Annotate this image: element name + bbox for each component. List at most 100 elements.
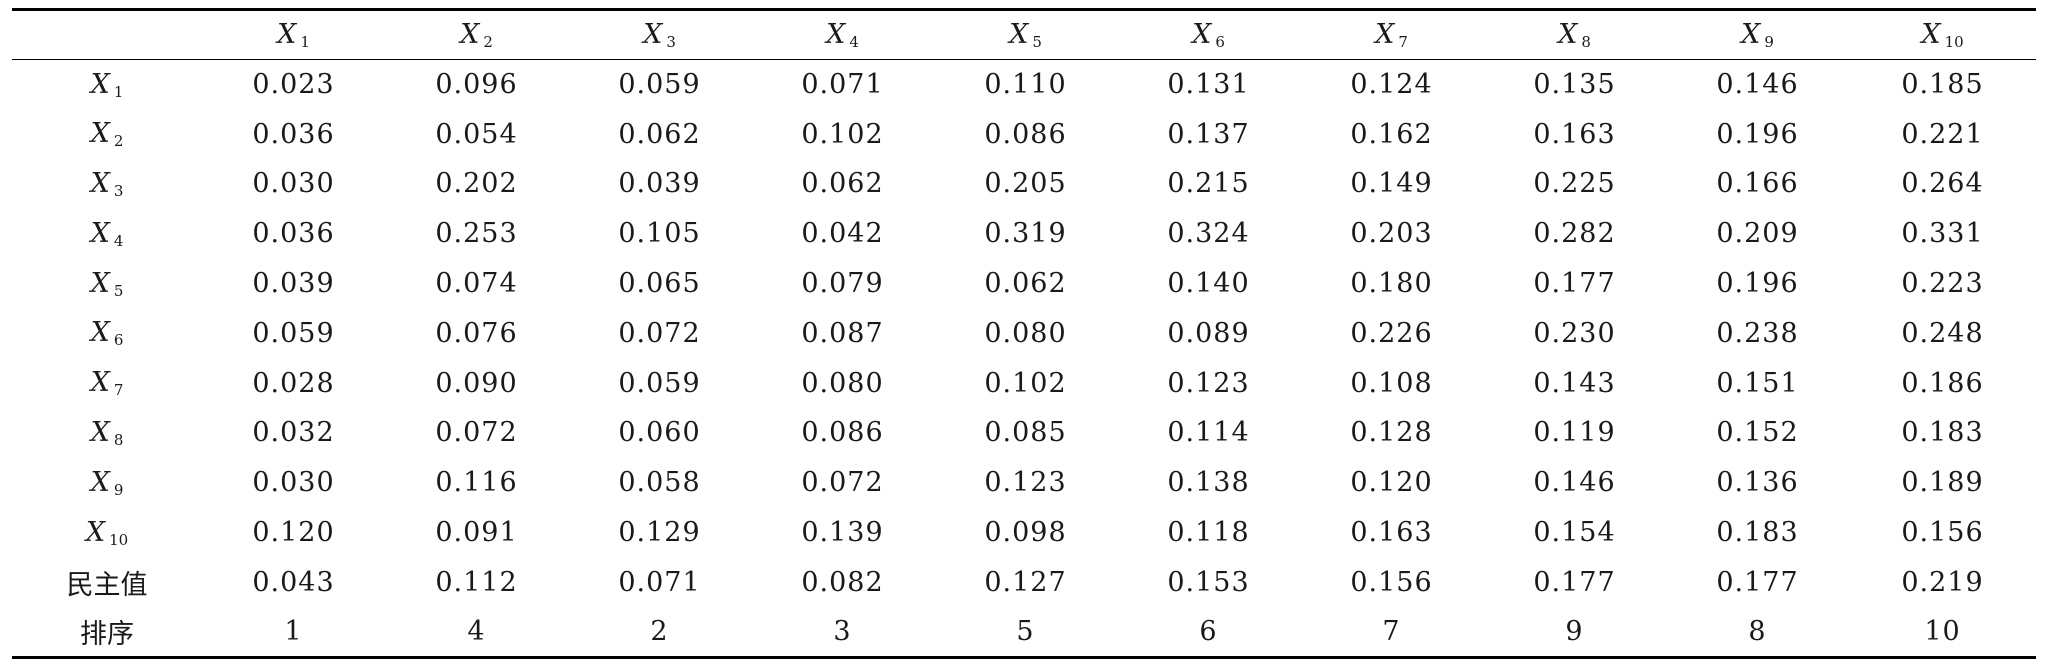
- table-cell: 0.139: [801, 517, 884, 549]
- table-cell: 0.036: [252, 118, 335, 150]
- table-cell: 0.062: [618, 118, 701, 150]
- table-cell: 0.072: [801, 467, 884, 499]
- table-cell: 3: [833, 615, 852, 647]
- table-cell: 0.162: [1350, 118, 1433, 150]
- table-cell: 0.085: [984, 417, 1067, 449]
- table-cell: 0.023: [252, 69, 335, 101]
- table-cell: 0.324: [1167, 218, 1250, 250]
- table-cell: 0.123: [984, 467, 1067, 499]
- table-cell: 0.156: [1350, 566, 1433, 598]
- table-cell: 0.154: [1533, 517, 1616, 549]
- variable-symbol: X: [90, 68, 110, 100]
- table-cell: 0.319: [984, 218, 1067, 250]
- table-cell: 0.072: [618, 317, 701, 349]
- table-cell: 0.127: [984, 566, 1067, 598]
- table-cell: 0.090: [435, 367, 518, 399]
- table-cell: 0.065: [618, 268, 701, 300]
- table-cell: 0.054: [435, 118, 518, 150]
- variable-symbol: X: [85, 516, 106, 548]
- table-cell: 2: [650, 615, 669, 647]
- variable-symbol: X: [90, 367, 110, 399]
- table-cell: 0.248: [1901, 317, 1984, 349]
- table-row: 排序 1 4 2 3 5 6 7 9 8 10: [12, 607, 2036, 658]
- table-row: X 2 0.036 0.054 0.062 0.102 0.086 0.137 0.162 0.1…: [12, 109, 2036, 159]
- variable-subscript: 6: [113, 331, 124, 350]
- table-cell: 0.116: [435, 467, 518, 499]
- table-cell: 0.183: [1901, 417, 1984, 449]
- table-cell: 0.189: [1901, 467, 1984, 499]
- table-cell: 0.074: [435, 268, 518, 300]
- table-cell: 0.030: [252, 467, 335, 499]
- table-cell: 0.136: [1716, 467, 1799, 499]
- table-cell: 0.282: [1533, 218, 1616, 250]
- table-cell: 0.196: [1716, 268, 1799, 300]
- table-cell: 0.108: [1350, 367, 1433, 399]
- table-cell: 0.177: [1533, 566, 1616, 598]
- variable-subscript: 2: [113, 132, 124, 151]
- variable-symbol: X: [1558, 19, 1578, 50]
- table-cell: 0.152: [1716, 417, 1799, 449]
- table-cell: 0.028: [252, 367, 335, 399]
- table-header-row: X 1 X 2 X 3 X 4 X 5 X 6 X 7 X 8 X 9 X 10: [12, 9, 2036, 60]
- table-cell: 0.062: [801, 168, 884, 200]
- table-row: X 7 0.028 0.090 0.059 0.080 0.102 0.123 0.108 0.1…: [12, 358, 2036, 408]
- table-cell: 0.221: [1901, 118, 1984, 150]
- table-row: X 10 0.120 0.091 0.129 0.139 0.098 0.118 0.163 0.…: [12, 508, 2036, 558]
- row-label: 民主值: [66, 569, 148, 601]
- table-cell: 0.163: [1533, 118, 1616, 150]
- table-cell: 0.185: [1901, 69, 1984, 101]
- table-row: X 9 0.030 0.116 0.058 0.072 0.123 0.138 0.120 0.1…: [12, 458, 2036, 508]
- table-cell: 0.225: [1533, 168, 1616, 200]
- table-cell: 0.119: [1533, 417, 1616, 449]
- table-cell: 0.086: [984, 118, 1067, 150]
- corner-cell: [12, 10, 202, 60]
- variable-subscript: 5: [113, 281, 124, 300]
- variable-subscript: 8: [1581, 33, 1591, 51]
- variable-subscript: 10: [109, 530, 129, 549]
- variable-symbol: X: [277, 19, 297, 50]
- table-cell: 0.043: [252, 566, 335, 598]
- table-cell: 0.183: [1716, 517, 1799, 549]
- table-cell: 0.186: [1901, 367, 1984, 399]
- table-cell: 0.120: [252, 517, 335, 549]
- variable-subscript: 9: [113, 480, 124, 499]
- table-row: X 1 0.023 0.096 0.059 0.071 0.110 0.131 0.124 0.1…: [12, 60, 2036, 110]
- variable-subscript: 3: [666, 33, 676, 51]
- table-cell: 0.138: [1167, 467, 1250, 499]
- table-cell: 0.039: [252, 268, 335, 300]
- table-cell: 0.102: [984, 367, 1067, 399]
- table-cell: 0.030: [252, 168, 335, 200]
- table-cell: 0.177: [1533, 268, 1616, 300]
- table-cell: 0.080: [984, 317, 1067, 349]
- table-cell: 0.062: [984, 268, 1067, 300]
- variable-symbol: X: [90, 317, 110, 349]
- variable-subscript: 9: [1764, 33, 1774, 51]
- table-cell: 0.059: [618, 367, 701, 399]
- table-cell: 0.129: [618, 517, 701, 549]
- table-cell: 0.163: [1350, 517, 1433, 549]
- table-cell: 0.059: [252, 317, 335, 349]
- table-cell: 0.264: [1901, 168, 1984, 200]
- table-cell: 0.238: [1716, 317, 1799, 349]
- table-cell: 0.180: [1350, 268, 1433, 300]
- variable-symbol: X: [1192, 19, 1212, 50]
- variable-symbol: X: [90, 416, 110, 448]
- row-label: 排序: [80, 618, 134, 650]
- variable-symbol: X: [1009, 19, 1029, 50]
- table-cell: 0.105: [618, 218, 701, 250]
- variable-symbol: X: [460, 19, 480, 50]
- table-cell: 0.080: [801, 367, 884, 399]
- table-cell: 0.118: [1167, 517, 1250, 549]
- variable-subscript: 7: [113, 381, 124, 400]
- table-cell: 0.146: [1716, 69, 1799, 101]
- table-cell: 0.089: [1167, 317, 1250, 349]
- variable-symbol: X: [90, 167, 110, 199]
- table-row: X 3 0.030 0.202 0.039 0.062 0.205 0.215 0.149 0.2…: [12, 159, 2036, 209]
